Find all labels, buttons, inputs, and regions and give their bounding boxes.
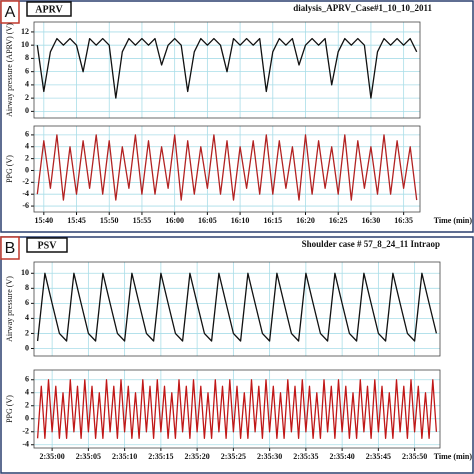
y-tick-label: -4: [22, 440, 29, 449]
y-tick-label: -2: [22, 177, 29, 186]
mode-box: [26, 237, 68, 253]
x-axis-label: Time (min): [434, 216, 473, 225]
y-tick-label: 4: [25, 388, 29, 397]
panel-label: A: [5, 4, 16, 21]
y-tick-label: 0: [25, 343, 29, 352]
y-tick-label: 8: [25, 283, 29, 292]
x-tick-label: 16:15: [263, 216, 282, 225]
y-tick-label: 10: [21, 40, 29, 49]
panel-frame: [0, 236, 474, 474]
mode-box: [26, 1, 72, 17]
mode-label: APRV: [35, 4, 63, 15]
x-tick-label: 16:00: [165, 216, 184, 225]
y-tick-label: 4: [25, 80, 29, 89]
y-axis-label: Airway pressure (V): [5, 276, 14, 342]
x-tick-label: 16:20: [296, 216, 315, 225]
x-tick-label: 2:35:05: [76, 452, 101, 461]
y-tick-label: -4: [22, 189, 29, 198]
y-tick-label: 0: [25, 106, 29, 115]
x-axis-label: Time (min): [434, 452, 473, 461]
x-tick-label: 2:35:40: [329, 452, 354, 461]
y-tick-label: -6: [22, 201, 29, 210]
y-axis-label: PPG (V): [5, 155, 14, 183]
y-tick-label: 0: [25, 414, 29, 423]
y-tick-label: -2: [22, 427, 29, 436]
x-tick-label: 2:35:30: [257, 452, 282, 461]
x-tick-label: 2:35:00: [39, 452, 64, 461]
x-tick-label: 16:35: [394, 216, 413, 225]
y-axis-label: Airway pressure (APRV) (V): [5, 23, 14, 117]
panel-label-box: [0, 236, 20, 260]
trace: [36, 379, 438, 439]
panel-frame: [0, 0, 474, 233]
y-tick-label: 6: [25, 66, 29, 75]
x-tick-label: 2:35:20: [184, 452, 209, 461]
x-tick-label: 2:35:35: [293, 452, 318, 461]
y-tick-label: 2: [25, 401, 29, 410]
plot-frame: [33, 261, 441, 357]
x-tick-label: 2:35:45: [366, 452, 391, 461]
x-tick-label: 2:35:25: [221, 452, 246, 461]
panel-label-box: [0, 0, 20, 24]
panel-label: B: [5, 240, 16, 257]
y-tick-label: 2: [25, 328, 29, 337]
y-tick-label: 4: [25, 313, 29, 322]
x-tick-label: 15:55: [133, 216, 152, 225]
x-tick-label: 2:35:10: [112, 452, 137, 461]
trace: [36, 272, 438, 342]
trace: [36, 134, 418, 201]
y-tick-label: 12: [21, 27, 29, 36]
x-tick-label: 16:05: [198, 216, 217, 225]
case-title: Shoulder case # 57_8_24_11 Intraop: [302, 239, 440, 249]
y-tick-label: 2: [25, 153, 29, 162]
x-tick-label: 15:45: [67, 216, 86, 225]
case-title: dialysis_APRV_Case#1_10_10_2011: [293, 3, 432, 13]
x-tick-label: 2:35:50: [402, 452, 427, 461]
x-tick-label: 16:30: [362, 216, 381, 225]
y-tick-label: 6: [25, 298, 29, 307]
x-tick-label: 15:40: [34, 216, 53, 225]
y-tick-label: 8: [25, 53, 29, 62]
y-tick-label: 6: [25, 130, 29, 139]
plot-frame: [33, 21, 421, 119]
plot-frame: [33, 125, 421, 213]
y-tick-label: 2: [25, 93, 29, 102]
plot-frame: [33, 369, 441, 449]
y-tick-label: 6: [25, 375, 29, 384]
y-tick-label: 10: [21, 268, 29, 277]
y-tick-label: 0: [25, 165, 29, 174]
y-tick-label: 4: [25, 142, 29, 151]
x-tick-label: 16:10: [231, 216, 250, 225]
x-tick-label: 2:35:15: [148, 452, 173, 461]
x-tick-label: 15:50: [100, 216, 119, 225]
x-tick-label: 16:25: [329, 216, 348, 225]
mode-label: PSV: [38, 240, 58, 251]
y-axis-label: PPG (V): [5, 395, 14, 423]
trace: [36, 37, 418, 99]
